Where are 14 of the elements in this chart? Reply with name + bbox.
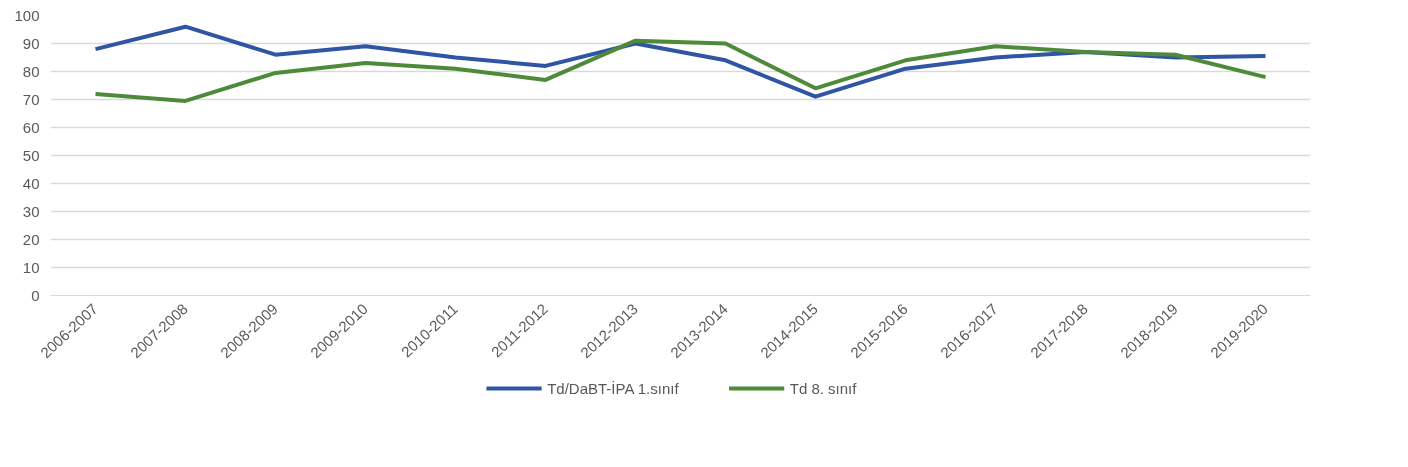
y-tick-label: 60 bbox=[22, 118, 40, 136]
y-tick-label: 90 bbox=[22, 34, 40, 52]
y-tick-label: 40 bbox=[22, 174, 40, 192]
y-tick-label: 70 bbox=[22, 90, 40, 108]
line-series bbox=[93, 38, 1268, 103]
y-tick-label: 10 bbox=[22, 258, 40, 276]
y-tick-label: 0 bbox=[31, 286, 40, 304]
legend-label: Td 8. sınıf bbox=[789, 380, 858, 397]
legend-label: Td/DaBT-İPA 1.sınıf bbox=[547, 380, 680, 397]
y-tick-label: 20 bbox=[22, 230, 40, 248]
y-tick-label: 80 bbox=[22, 62, 40, 80]
y-tick-label: 50 bbox=[22, 146, 40, 164]
y-tick-label: 100 bbox=[14, 6, 40, 24]
y-tick-label: 30 bbox=[22, 202, 40, 220]
